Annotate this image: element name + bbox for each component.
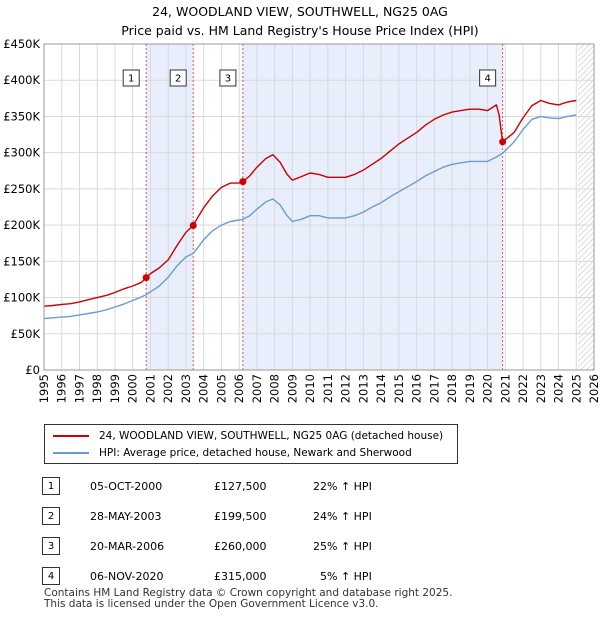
ownership-shade: [146, 44, 194, 370]
legend-swatch-hpi: [53, 451, 89, 454]
x-tick-label: 2002: [161, 374, 175, 403]
sale-label: 2: [175, 74, 181, 85]
x-tick-label: 2011: [321, 374, 335, 403]
sale-badge: 3: [42, 537, 60, 555]
y-tick-label: £450K: [3, 37, 40, 51]
y-tick-label: £50K: [11, 327, 41, 341]
x-tick-label: 2009: [285, 374, 299, 403]
sale-badge: 1: [42, 477, 60, 495]
x-tick-label: 2012: [339, 374, 353, 403]
x-tick-label: 2023: [534, 374, 548, 403]
sale-date: 28-MAY-2003: [90, 510, 162, 523]
sale-point: [189, 221, 197, 229]
footer-copyright: Contains HM Land Registry data © Crown c…: [44, 587, 453, 599]
chart-subtitle: Price paid vs. HM Land Registry's House …: [121, 23, 479, 38]
sale-row: 4 06-NOV-2020 £315,000 5% ↑ HPI: [0, 566, 600, 586]
x-tick-label: 2003: [179, 374, 193, 403]
x-tick-label: 1999: [108, 374, 122, 403]
sale-badge: 4: [42, 567, 60, 585]
sale-row: 1 05-OCT-2000 £127,500 22% ↑ HPI: [0, 476, 600, 496]
x-tick-label: 2010: [303, 374, 317, 403]
legend-label-property: 24, WOODLAND VIEW, SOUTHWELL, NG25 0AG (…: [99, 429, 444, 442]
sale-row: 3 20-MAR-2006 £260,000 25% ↑ HPI: [0, 536, 600, 556]
x-tick-label: 2017: [427, 374, 441, 403]
sale-hpi: 22% ↑ HPI: [313, 480, 372, 493]
sale-price: £260,000: [214, 540, 267, 553]
sale-price: £315,000: [214, 570, 267, 583]
legend-item-property: 24, WOODLAND VIEW, SOUTHWELL, NG25 0AG (…: [53, 427, 443, 444]
chart-title-block: 24, WOODLAND VIEW, SOUTHWELL, NG25 0AG P…: [0, 2, 600, 40]
x-tick-label: 2016: [410, 374, 424, 403]
x-tick-label: 2021: [498, 374, 512, 403]
x-tick-label: 2024: [552, 374, 566, 403]
y-tick-label: £300K: [3, 146, 40, 160]
sale-label-box: [169, 69, 187, 87]
hpi-line: [43, 114, 577, 320]
sale-badge: 2: [42, 507, 60, 525]
x-tick-label: 2000: [126, 374, 140, 403]
x-tick-label: 2020: [481, 374, 495, 403]
x-tick-label: 2007: [250, 374, 264, 403]
y-tick-label: £250K: [3, 182, 40, 196]
x-tick-label: 2006: [232, 374, 246, 403]
chart-title: 24, WOODLAND VIEW, SOUTHWELL, NG25 0AG: [152, 4, 448, 19]
legend-label-hpi: HPI: Average price, detached house, Newa…: [99, 446, 412, 459]
sale-hpi: 24% ↑ HPI: [313, 510, 372, 523]
sale-hpi: 5% ↑ HPI: [320, 570, 372, 583]
sale-point: [142, 274, 150, 282]
x-tick-label: 2004: [197, 374, 211, 403]
sale-point: [499, 138, 507, 146]
y-tick-label: £0: [25, 363, 40, 377]
y-tick-label: £350K: [3, 109, 40, 123]
sale-price: £199,500: [214, 510, 267, 523]
sale-date: 05-OCT-2000: [90, 480, 163, 493]
x-tick-label: 2005: [214, 374, 228, 403]
x-tick-label: 1997: [72, 374, 86, 403]
footer: Contains HM Land Registry data © Crown c…: [44, 588, 452, 610]
legend: 24, WOODLAND VIEW, SOUTHWELL, NG25 0AG (…: [44, 424, 458, 464]
x-tick-label: 1996: [55, 374, 69, 403]
sale-label: 4: [484, 74, 490, 85]
y-tick-label: £200K: [3, 218, 40, 232]
x-tick-label: 2014: [374, 374, 388, 403]
sale-date: 06-NOV-2020: [90, 570, 164, 583]
sale-label-box: [219, 69, 237, 87]
y-tick-label: £100K: [3, 291, 40, 305]
x-tick-label: 2022: [516, 374, 530, 403]
sale-price: £127,500: [214, 480, 267, 493]
x-tick-label: 2026: [587, 374, 600, 403]
x-tick-label: 2018: [445, 374, 459, 403]
x-tick-label: 1998: [90, 374, 104, 403]
x-tick-label: 2013: [356, 374, 370, 403]
sale-row: 2 28-MAY-2003 £199,500 24% ↑ HPI: [0, 506, 600, 526]
sale-label-box: [122, 69, 140, 87]
x-tick-label: 1995: [37, 374, 51, 403]
sale-date: 20-MAR-2006: [90, 540, 165, 553]
y-tick-label: £150K: [3, 254, 40, 268]
sale-hpi: 25% ↑ HPI: [313, 540, 372, 553]
x-tick-label: 2015: [392, 374, 406, 403]
sale-label: 3: [225, 74, 231, 85]
sale-point: [239, 178, 247, 186]
x-tick-label: 2001: [143, 374, 157, 403]
x-tick-label: 2008: [268, 374, 282, 403]
sale-label: 1: [128, 74, 134, 85]
footer-licence: This data is licensed under the Open Gov…: [44, 598, 379, 610]
price-chart: 1 2 3 4 £0 £50K £100K £150K £200K £250K £300K £350…: [3, 37, 600, 403]
property-price-line: [43, 99, 577, 307]
y-tick-label: £400K: [3, 73, 40, 87]
legend-item-hpi: HPI: Average price, detached house, Newa…: [53, 444, 412, 461]
forecast-hatch: [578, 44, 594, 370]
legend-swatch-property: [53, 434, 89, 437]
x-tick-label: 2025: [569, 374, 583, 403]
sale-label-box: [479, 69, 497, 87]
x-tick-label: 2019: [463, 374, 477, 403]
plot-frame: [43, 43, 595, 371]
